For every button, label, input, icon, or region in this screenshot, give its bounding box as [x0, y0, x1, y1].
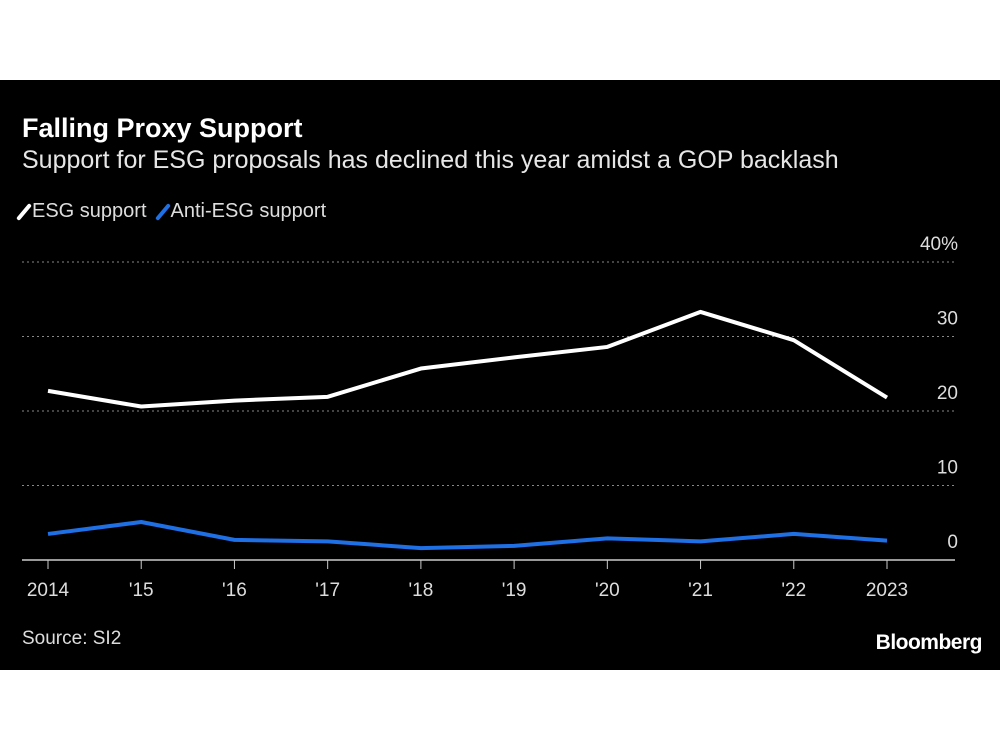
- chart-subtitle: Support for ESG proposals has declined t…: [22, 146, 839, 174]
- y-tick-label: 30: [937, 309, 958, 330]
- legend-label: ESG support: [32, 200, 147, 222]
- legend-item-esg: ESG support: [16, 200, 147, 223]
- legend-label: Anti-ESG support: [170, 200, 327, 222]
- series-line-anti-esg: [47, 520, 888, 551]
- x-tick-label: '21: [688, 580, 713, 601]
- source-note: Source: SI2: [22, 628, 122, 649]
- legend: ESG support Anti-ESG support: [16, 200, 327, 223]
- line-chart: 0 10 20 30 40% 2014 '15 '16 '17 '18 '19 '20 '21 '22 20…: [22, 234, 958, 601]
- y-tick-label: 40%: [920, 234, 958, 255]
- x-tick-label: '15: [129, 580, 154, 601]
- x-tick-label: 2014: [27, 580, 70, 601]
- x-tick-label: '17: [315, 580, 340, 601]
- series-line-esg: [47, 309, 889, 409]
- x-tick-label: '18: [409, 580, 434, 601]
- legend-item-anti-esg: Anti-ESG support: [154, 200, 327, 223]
- y-tick-label: 20: [937, 383, 958, 404]
- x-tick-label: '19: [502, 580, 527, 601]
- bloomberg-logo: Bloomberg: [875, 631, 983, 654]
- x-tick-label: '20: [595, 580, 620, 601]
- x-tick-label: '16: [222, 580, 247, 601]
- x-tick-label: 2023: [866, 580, 908, 601]
- y-tick-label: 10: [937, 458, 958, 479]
- chart-panel: Falling Proxy Support Support for ESG pr…: [0, 80, 1000, 670]
- chart-title: Falling Proxy Support: [22, 113, 303, 143]
- y-tick-label: 0: [947, 532, 958, 553]
- x-tick-label: '22: [781, 580, 806, 601]
